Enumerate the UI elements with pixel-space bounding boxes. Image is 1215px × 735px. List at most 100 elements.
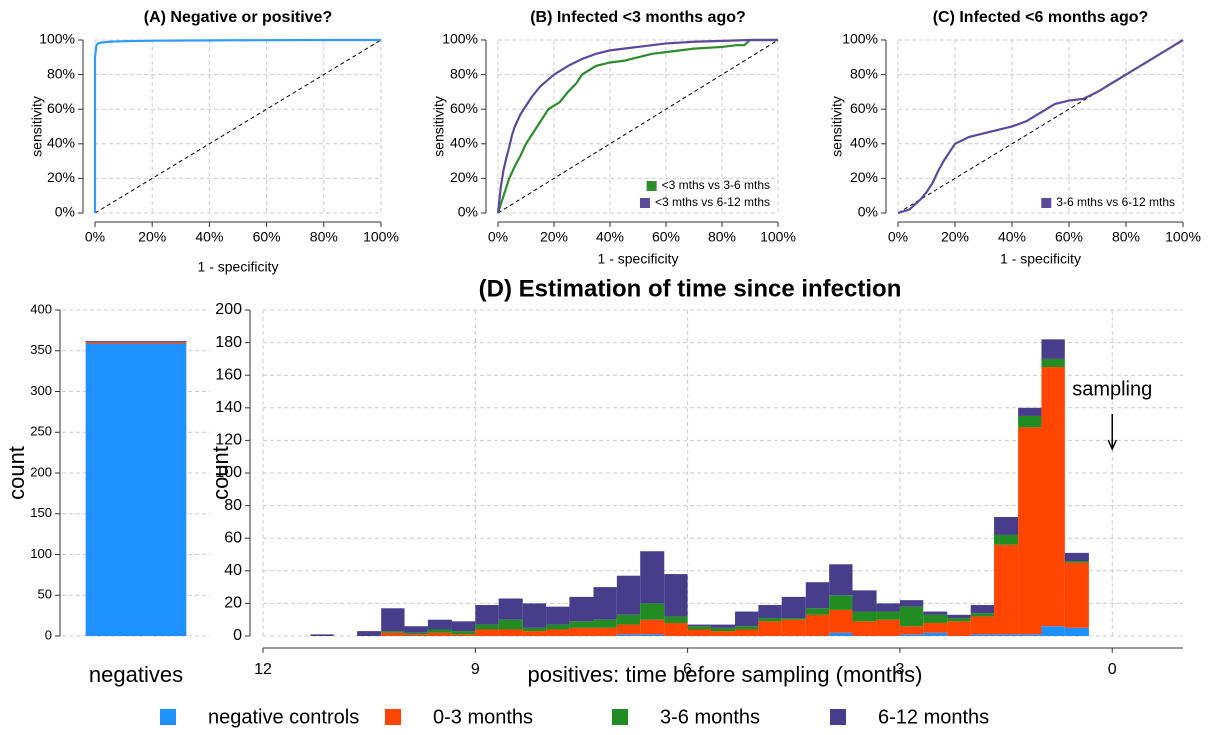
legend-swatch <box>639 198 650 208</box>
histogram-segment <box>758 605 782 619</box>
x-tick-label: 60% <box>253 229 281 245</box>
x-tick-label: 0 <box>1108 661 1117 678</box>
y-tick-label: 80% <box>47 65 75 81</box>
legend-label: 6-12 months <box>878 706 989 728</box>
histogram-segment <box>664 574 688 617</box>
histogram-segment <box>876 611 900 620</box>
y-tick-label: 200 <box>215 301 242 318</box>
histogram-segment <box>876 603 900 612</box>
y-tick-label: 40% <box>850 135 878 151</box>
histogram-segment <box>1041 339 1065 359</box>
histogram-segment <box>569 627 594 636</box>
histogram-segment <box>1041 626 1065 636</box>
x-tick-label: 20% <box>138 229 166 245</box>
chart-title: (C) Infected <6 months ago? <box>933 9 1149 26</box>
histogram-segment <box>1064 552 1089 562</box>
y-tick-label: 80% <box>850 65 878 81</box>
histogram-segment <box>404 632 428 635</box>
x-tick-label: 12 <box>254 661 272 678</box>
legend-label: 3-6 mths vs 6-12 mths <box>1056 195 1175 209</box>
histogram-segment <box>994 534 1019 545</box>
histogram-segment <box>640 603 665 620</box>
histogram-segment <box>829 632 853 636</box>
histogram-segment <box>805 608 830 615</box>
histogram-segment <box>475 605 499 625</box>
x-tick-label: 40% <box>195 229 223 245</box>
histogram-segment <box>970 634 995 636</box>
legend-label: <3 mths vs 3-6 mths <box>662 178 770 192</box>
histogram-segment <box>1064 627 1089 636</box>
histogram-segment <box>498 619 523 630</box>
legend-swatch <box>160 709 176 725</box>
x-axis-label: 1 - specificity <box>198 259 279 275</box>
legend-label: negative controls <box>208 706 359 728</box>
histogram-segment <box>970 613 995 617</box>
x-tick-label: 6 <box>683 661 692 678</box>
roc-curve <box>496 38 778 214</box>
histogram-segment <box>923 632 948 636</box>
histogram-segment <box>781 619 806 636</box>
histogram-segment <box>427 619 452 630</box>
histogram-segment <box>498 598 523 620</box>
chart-title: (A) Negative or positive? <box>144 9 332 26</box>
histogram-segment <box>994 544 1019 635</box>
histogram-segment <box>569 596 594 622</box>
bar-segment <box>85 340 187 342</box>
histogram-segment <box>852 621 877 636</box>
histogram-segment <box>758 618 782 622</box>
x-tick-label: 0% <box>85 229 105 245</box>
chart-title: (D) Estimation of time since infection <box>479 275 902 302</box>
histogram-segment <box>735 626 759 630</box>
bar-segment <box>85 343 187 636</box>
histogram-segment <box>640 619 665 635</box>
histogram-segment <box>427 629 452 633</box>
x-tick-label: 100% <box>363 229 399 245</box>
histogram-segment <box>310 634 334 636</box>
histogram-segment <box>687 624 711 627</box>
y-tick-label: 160 <box>215 366 242 383</box>
histogram-segment <box>923 622 948 633</box>
histogram-segment <box>852 611 877 622</box>
histogram-segment <box>1018 634 1042 636</box>
chart-title: (B) Infected <3 months ago? <box>530 9 746 26</box>
histogram-segment <box>522 627 547 632</box>
y-axis-label: count <box>208 446 233 500</box>
y-tick-label: 40% <box>450 135 478 151</box>
x-axis-label: 1 - specificity <box>598 251 679 267</box>
histogram-segment <box>427 632 452 636</box>
histogram-segment <box>781 596 806 619</box>
y-axis-label: count <box>4 446 29 500</box>
y-tick-label: 0% <box>858 204 878 220</box>
histogram-segment <box>923 611 948 615</box>
y-tick-label: 20 <box>224 595 242 612</box>
y-tick-label: 250 <box>30 424 52 439</box>
y-tick-label: 0 <box>45 627 52 642</box>
histogram-segment <box>475 624 499 630</box>
x-tick-label: 0% <box>888 229 908 245</box>
histogram-segment <box>947 621 971 636</box>
y-tick-label: 50 <box>38 587 52 602</box>
y-tick-label: 60% <box>450 100 478 116</box>
x-tick-label: 20% <box>540 229 568 245</box>
x-axis-label: positives: time before sampling (months) <box>528 662 923 687</box>
roc-curve <box>897 39 1184 215</box>
y-tick-label: 100 <box>215 464 242 481</box>
histogram-segment <box>546 629 570 636</box>
y-tick-label: 80% <box>450 65 478 81</box>
y-tick-label: 40% <box>47 135 75 151</box>
x-tick-label: 80% <box>708 229 736 245</box>
histogram-segment <box>970 605 995 614</box>
histogram-segment <box>805 582 830 609</box>
x-tick-label: 40% <box>596 229 624 245</box>
histogram-segment <box>664 616 688 623</box>
x-tick-label: 60% <box>652 229 680 245</box>
reference-diagonal <box>94 39 382 214</box>
histogram-segment <box>546 624 570 630</box>
y-tick-label: 100% <box>842 31 878 47</box>
x-tick-label: 3 <box>895 661 904 678</box>
histogram-segment <box>616 624 641 635</box>
histogram-segment <box>1018 415 1042 428</box>
histogram-segment <box>593 619 617 628</box>
y-tick-label: 120 <box>215 432 242 449</box>
